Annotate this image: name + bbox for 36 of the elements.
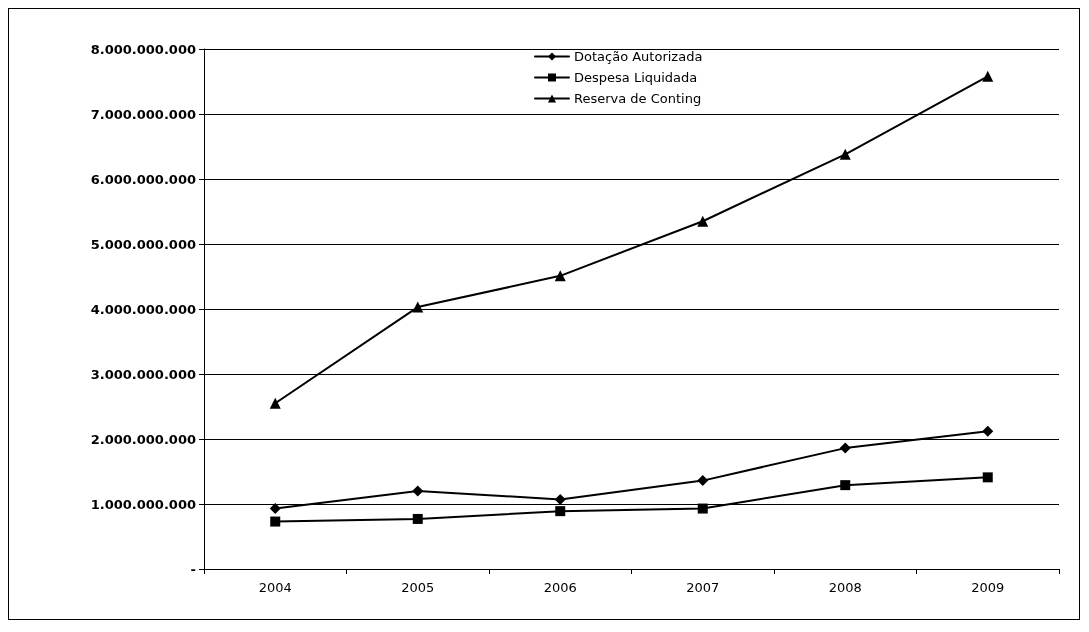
legend-label: Dotação Autorizada: [574, 49, 703, 64]
y-tick-label: 2.000.000.000: [90, 431, 196, 447]
y-tick-label: 1.000.000.000: [90, 496, 196, 512]
point: [554, 493, 566, 505]
legend-label: Reserva de Conting: [574, 91, 702, 106]
point: [839, 148, 851, 160]
point: [697, 503, 708, 514]
y-tick-label: 4.000.000.000: [90, 301, 196, 317]
x-tick-label: 2007: [686, 580, 720, 595]
point: [839, 442, 851, 454]
point: [982, 425, 994, 437]
x-tick-label: 2009: [971, 580, 1005, 595]
point: [982, 472, 993, 483]
x-tick-label: 2005: [401, 580, 435, 595]
point: [412, 513, 423, 524]
point: [697, 475, 709, 487]
y-tick-label: 6.000.000.000: [90, 171, 196, 187]
point: [269, 397, 281, 409]
y-tick-label: 7.000.000.000: [90, 106, 196, 122]
legend-label: Despesa Liquidada: [574, 70, 698, 85]
point: [982, 70, 994, 82]
y-tick-label: 3.000.000.000: [90, 366, 196, 382]
y-tick-label: -: [190, 561, 196, 577]
x-tick-label: 2008: [828, 580, 862, 595]
point: [270, 516, 281, 527]
point: [269, 503, 281, 515]
point: [555, 506, 566, 517]
x-tick-label: 2006: [543, 580, 577, 595]
point: [697, 215, 709, 227]
point: [412, 301, 424, 313]
point: [840, 480, 851, 491]
y-tick-label: 5.000.000.000: [90, 236, 196, 252]
point: [554, 270, 566, 282]
y-tick-label: 8.000.000.000: [90, 41, 196, 57]
x-tick-label: 2004: [258, 580, 292, 595]
point: [412, 485, 424, 497]
